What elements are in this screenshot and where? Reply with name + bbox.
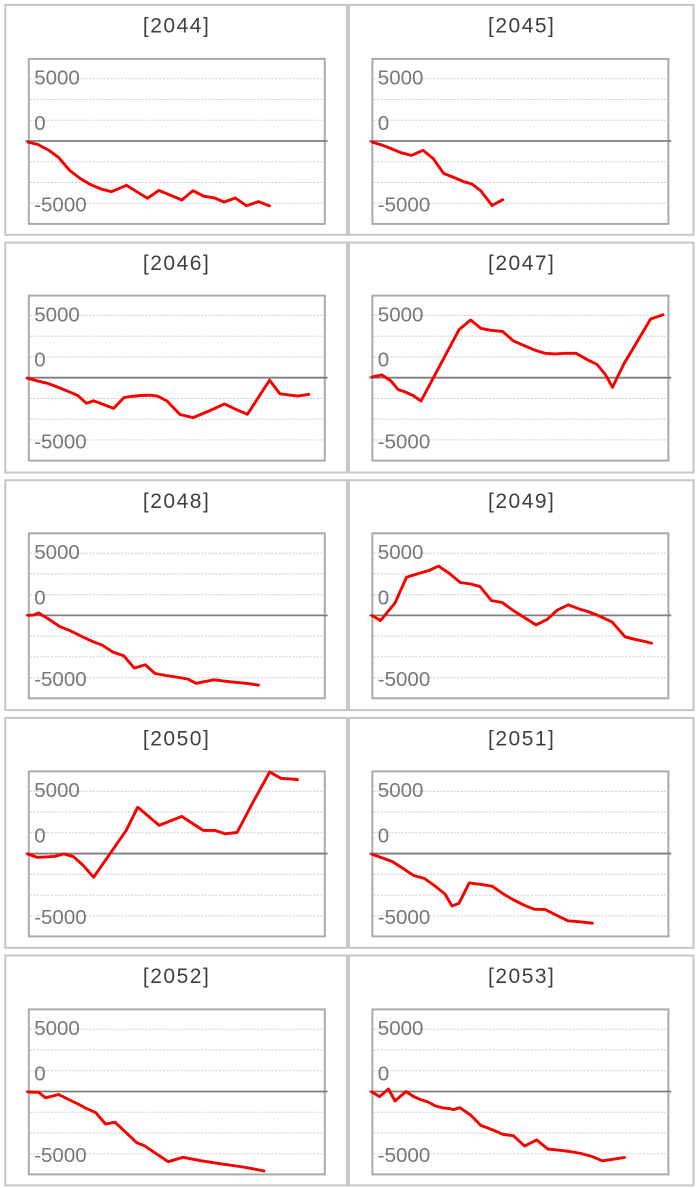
svg-text:5000: 5000 [378, 1017, 424, 1040]
svg-text:-5000: -5000 [34, 430, 86, 453]
svg-text:0: 0 [34, 586, 45, 609]
svg-text:5000: 5000 [378, 541, 424, 564]
svg-text:-5000: -5000 [378, 668, 430, 691]
svg-text:0: 0 [378, 825, 389, 848]
svg-text:[2044]: [2044] [143, 15, 210, 38]
svg-text:-5000: -5000 [378, 194, 430, 217]
svg-text:0: 0 [34, 1063, 45, 1086]
svg-text:-5000: -5000 [378, 906, 430, 929]
svg-text:5000: 5000 [34, 67, 80, 90]
svg-text:5000: 5000 [378, 67, 424, 90]
svg-text:5000: 5000 [34, 779, 80, 802]
svg-text:-5000: -5000 [34, 668, 86, 691]
svg-text:5000: 5000 [34, 541, 80, 564]
svg-text:0: 0 [34, 825, 45, 848]
svg-text:-5000: -5000 [34, 906, 86, 929]
svg-text:-5000: -5000 [378, 1144, 430, 1167]
svg-text:[2050]: [2050] [143, 728, 210, 751]
svg-text:[2049]: [2049] [488, 490, 555, 513]
svg-text:0: 0 [34, 349, 45, 372]
svg-text:-5000: -5000 [34, 194, 86, 217]
svg-text:5000: 5000 [378, 779, 424, 802]
svg-text:[2052]: [2052] [143, 965, 210, 988]
svg-text:[2047]: [2047] [488, 252, 555, 275]
svg-text:[2053]: [2053] [488, 965, 555, 988]
svg-text:[2046]: [2046] [143, 252, 210, 275]
svg-text:0: 0 [34, 112, 45, 135]
svg-text:[2048]: [2048] [143, 490, 210, 513]
svg-text:[2045]: [2045] [488, 15, 555, 38]
svg-text:-5000: -5000 [34, 1144, 86, 1167]
svg-text:0: 0 [378, 586, 389, 609]
svg-text:0: 0 [378, 349, 389, 372]
svg-text:0: 0 [378, 1063, 389, 1086]
svg-text:[2051]: [2051] [488, 728, 555, 751]
svg-text:-5000: -5000 [378, 430, 430, 453]
svg-text:5000: 5000 [34, 1017, 80, 1040]
svg-text:5000: 5000 [34, 303, 80, 326]
svg-text:0: 0 [378, 112, 389, 135]
svg-text:5000: 5000 [378, 303, 424, 326]
